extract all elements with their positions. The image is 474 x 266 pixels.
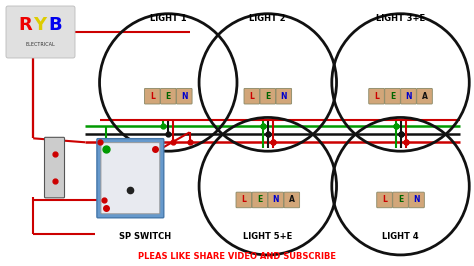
FancyBboxPatch shape [145, 88, 160, 104]
Text: ELECTRICAL: ELECTRICAL [25, 42, 55, 47]
FancyBboxPatch shape [236, 192, 252, 208]
FancyBboxPatch shape [369, 88, 384, 104]
FancyBboxPatch shape [252, 192, 268, 208]
Text: LIGHT 5+E: LIGHT 5+E [243, 232, 292, 241]
Text: N: N [281, 92, 287, 101]
Text: E: E [398, 196, 403, 205]
Text: A: A [421, 92, 428, 101]
FancyBboxPatch shape [244, 88, 260, 104]
FancyBboxPatch shape [284, 192, 300, 208]
FancyBboxPatch shape [377, 192, 392, 208]
Text: E: E [265, 92, 271, 101]
FancyBboxPatch shape [101, 143, 160, 214]
FancyBboxPatch shape [260, 88, 275, 104]
Text: N: N [273, 196, 279, 205]
Text: Y: Y [33, 16, 46, 34]
Text: B: B [48, 16, 62, 34]
Text: N: N [181, 92, 188, 101]
Text: L: L [249, 92, 254, 101]
Text: PLEAS LIKE SHARE VIDEO AND SUBSCRIBE: PLEAS LIKE SHARE VIDEO AND SUBSCRIBE [138, 252, 336, 261]
FancyBboxPatch shape [385, 88, 401, 104]
FancyBboxPatch shape [176, 88, 192, 104]
Text: L: L [150, 92, 155, 101]
Text: L: L [382, 196, 387, 205]
FancyBboxPatch shape [6, 6, 75, 58]
Text: R: R [18, 16, 32, 34]
Text: SP SWITCH: SP SWITCH [118, 232, 171, 241]
Text: LIGHT 1: LIGHT 1 [150, 14, 187, 23]
FancyBboxPatch shape [45, 137, 64, 198]
Text: L: L [241, 196, 246, 205]
Text: LIGHT 2: LIGHT 2 [249, 14, 286, 23]
Text: LIGHT 3+E: LIGHT 3+E [376, 14, 425, 23]
Text: L: L [374, 92, 379, 101]
FancyBboxPatch shape [409, 192, 424, 208]
FancyBboxPatch shape [417, 88, 432, 104]
Text: E: E [165, 92, 171, 101]
FancyBboxPatch shape [268, 192, 283, 208]
FancyBboxPatch shape [393, 192, 408, 208]
Text: N: N [405, 92, 412, 101]
FancyBboxPatch shape [276, 88, 292, 104]
Text: A: A [289, 196, 295, 205]
FancyBboxPatch shape [97, 139, 164, 218]
Text: LIGHT 4: LIGHT 4 [382, 232, 419, 241]
FancyBboxPatch shape [161, 88, 176, 104]
FancyBboxPatch shape [401, 88, 416, 104]
Text: E: E [390, 92, 395, 101]
Text: E: E [257, 196, 263, 205]
Text: N: N [413, 196, 420, 205]
